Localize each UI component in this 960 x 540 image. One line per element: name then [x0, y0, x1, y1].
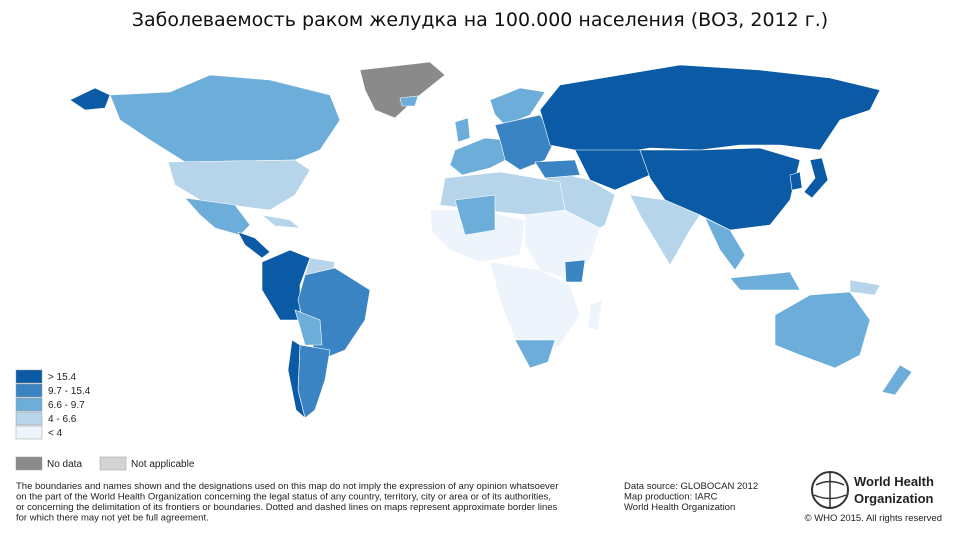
legend-label: 9.7 - 15.4 [48, 386, 91, 397]
region [454, 117, 471, 143]
region [167, 159, 311, 211]
logo-emblem [813, 472, 847, 508]
region [574, 149, 651, 191]
region [237, 231, 271, 259]
legend: > 15.4 9.7 - 15.4 6.6 - 9.7 4 - 6.6 < 4 [15, 369, 91, 440]
region [359, 61, 446, 119]
legend-swatch [15, 411, 43, 426]
region [109, 74, 341, 163]
region [774, 291, 871, 369]
disclaimer: The boundaries and names shown and the d… [16, 481, 558, 524]
disclaimer-line: for which there may not yet be full agre… [16, 513, 209, 524]
legend-swatch [15, 383, 43, 398]
region [260, 214, 301, 229]
legend-label: Not applicable [131, 459, 195, 470]
region [489, 261, 581, 366]
region [729, 271, 801, 291]
copyright: © WHO 2015. All rights reserved [805, 513, 942, 524]
title: Заболеваемость раком желудка на 100.000 … [132, 9, 828, 31]
world-map [69, 61, 913, 419]
source-line: Map production: IARC [624, 492, 718, 503]
legend-label: 6.6 - 9.7 [48, 400, 85, 411]
logo-text: Organization [854, 491, 934, 506]
source-line: Data source: GLOBOCAN 2012 [624, 481, 758, 492]
legend-swatch [15, 397, 43, 412]
region [454, 194, 496, 236]
region [534, 159, 581, 179]
region [514, 339, 556, 369]
region [69, 87, 111, 111]
region [849, 279, 881, 296]
region [587, 299, 603, 331]
region [629, 194, 701, 266]
region [803, 157, 829, 199]
legend-label: < 4 [48, 428, 63, 439]
disclaimer-line: or concerning the delimitation of its fr… [16, 502, 558, 513]
legend-swatch [15, 456, 43, 471]
source-line: World Health Organization [624, 502, 735, 513]
legend-label: > 15.4 [48, 372, 77, 383]
logo-text: World Health [854, 474, 934, 489]
region [287, 339, 306, 419]
legend-swatch [15, 369, 43, 384]
legend-swatch [15, 425, 43, 440]
region [639, 147, 801, 231]
region [704, 217, 746, 271]
legend-label: No data [47, 459, 82, 470]
region [297, 344, 331, 419]
region [489, 87, 546, 126]
disclaimer-line: The boundaries and names shown and the d… [16, 481, 558, 492]
region [449, 137, 511, 176]
legend-label: 4 - 6.6 [48, 414, 77, 425]
legend-extra: No data Not applicable [15, 456, 195, 471]
region [564, 259, 586, 283]
region [399, 95, 419, 107]
region [881, 364, 913, 396]
disclaimer-line: on the part of the World Health Organiza… [16, 492, 551, 503]
region [539, 64, 881, 156]
region [294, 309, 323, 346]
legend-swatch [99, 456, 127, 471]
region [789, 171, 803, 191]
who-logo: World Health Organization © WHO 2015. Al… [805, 471, 942, 524]
